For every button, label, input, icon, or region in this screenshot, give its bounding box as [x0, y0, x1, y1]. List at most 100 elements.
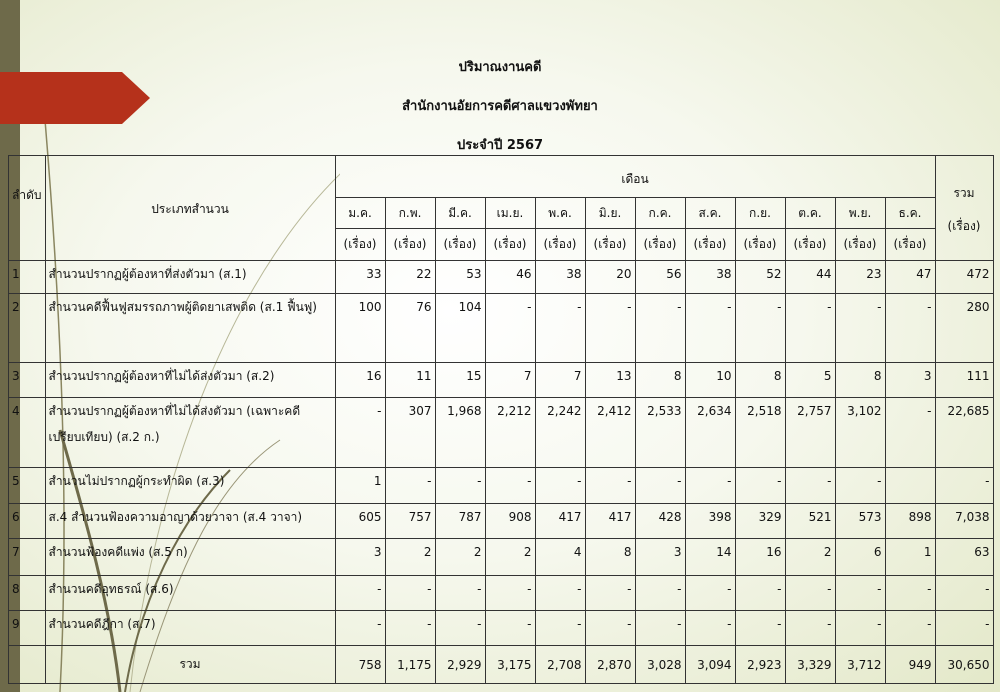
- title-year: ประจำปี 2567: [456, 138, 544, 153]
- row-value: -: [684, 293, 736, 363]
- row-value: 7: [484, 362, 536, 398]
- row-value: 14: [684, 538, 736, 576]
- row-value: -: [534, 610, 586, 646]
- row-index: 5: [8, 467, 46, 504]
- row-value: 2,757: [784, 397, 836, 468]
- row-value: 8: [584, 538, 636, 576]
- row-value: -: [434, 575, 486, 611]
- row-value: -: [334, 610, 386, 646]
- row-index: 3: [8, 362, 46, 398]
- row-total: 111: [934, 362, 994, 398]
- row-value: 100: [334, 293, 386, 363]
- row-value: 8: [734, 362, 786, 398]
- row-value: 3: [634, 538, 686, 576]
- sum-value: 3,712: [834, 645, 886, 684]
- caseload-table: ลำดับ ประเภทสำนวน เดือน รวม (เรื่อง) ม.ค.…: [8, 155, 994, 684]
- row-value: -: [484, 575, 536, 611]
- row-value: -: [434, 467, 486, 504]
- row-value: 329: [734, 503, 786, 539]
- row-label: สำนวนฟ้องคดีแพ่ง (ส.5 ก): [44, 538, 336, 576]
- sum-index: [8, 645, 46, 684]
- row-total: -: [934, 575, 994, 611]
- header-unit: (เรื่อง): [684, 228, 736, 261]
- header-month: ม.ค.: [334, 197, 386, 229]
- row-value: 573: [834, 503, 886, 539]
- row-value: 10: [684, 362, 736, 398]
- row-value: 2: [434, 538, 486, 576]
- row-total: 63: [934, 538, 994, 576]
- row-value: 3,102: [834, 397, 886, 468]
- header-unit: (เรื่อง): [584, 228, 636, 261]
- row-value: -: [534, 467, 586, 504]
- row-value: 16: [734, 538, 786, 576]
- sum-value: 2,870: [584, 645, 636, 684]
- header-unit: (เรื่อง): [634, 228, 686, 261]
- row-index: 9: [8, 610, 46, 646]
- row-value: -: [784, 575, 836, 611]
- header-month: ก.พ.: [384, 197, 436, 229]
- header-unit: (เรื่อง): [484, 228, 536, 261]
- sum-value: 3,175: [484, 645, 536, 684]
- header-index: ลำดับ: [8, 155, 46, 261]
- row-value: -: [334, 575, 386, 611]
- row-value: 605: [334, 503, 386, 539]
- row-value: 1: [884, 538, 936, 576]
- row-value: -: [734, 610, 786, 646]
- row-value: 6: [834, 538, 886, 576]
- row-value: -: [534, 293, 586, 363]
- row-value: -: [834, 293, 886, 363]
- row-value: 4: [534, 538, 586, 576]
- row-value: -: [484, 467, 536, 504]
- row-value: -: [884, 293, 936, 363]
- header-month-group: เดือน: [334, 155, 936, 198]
- table-row: 5 สำนวนไม่ปรากฏผู้กระทำผิด (ส.3) 1- - - - - - - -…: [8, 467, 994, 504]
- sum-value: 1,175: [384, 645, 436, 684]
- row-total: -: [934, 467, 994, 504]
- row-value: -: [634, 467, 686, 504]
- row-value: 2,412: [584, 397, 636, 468]
- title-office: สำนักงานอัยการคดีศาลแขวงพัทยา: [402, 99, 598, 114]
- header-month: มี.ค.: [434, 197, 486, 229]
- red-arrow-shape: [0, 72, 150, 124]
- row-value: 33: [334, 260, 386, 294]
- header-month: ก.ค.: [634, 197, 686, 229]
- row-value: -: [384, 610, 436, 646]
- header-month: พ.ย.: [834, 197, 886, 229]
- header-month: ก.ย.: [734, 197, 786, 229]
- row-value: 2: [384, 538, 436, 576]
- row-value: -: [484, 293, 536, 363]
- row-value: -: [584, 467, 636, 504]
- row-label: สำนวนปรากฏผู้ต้องหาที่ส่งตัวมา (ส.1): [44, 260, 336, 294]
- row-value: 53: [434, 260, 486, 294]
- sum-value: 2,708: [534, 645, 586, 684]
- row-value: 2: [484, 538, 536, 576]
- header-unit: (เรื่อง): [434, 228, 486, 261]
- row-value: 56: [634, 260, 686, 294]
- row-value: 76: [384, 293, 436, 363]
- header-unit: (เรื่อง): [334, 228, 386, 261]
- header-month: ต.ค.: [784, 197, 836, 229]
- row-value: -: [634, 293, 686, 363]
- row-value: -: [784, 467, 836, 504]
- header-month: เม.ย.: [484, 197, 536, 229]
- row-index: 1: [8, 260, 46, 294]
- header-month: มิ.ย.: [584, 197, 636, 229]
- sum-value: 3,329: [784, 645, 836, 684]
- header-unit: (เรื่อง): [784, 228, 836, 261]
- header-month: ส.ค.: [684, 197, 736, 229]
- row-value: -: [684, 575, 736, 611]
- sum-value: 758: [334, 645, 386, 684]
- header-month: พ.ค.: [534, 197, 586, 229]
- row-value: -: [684, 610, 736, 646]
- row-value: 428: [634, 503, 686, 539]
- row-value: 8: [834, 362, 886, 398]
- row-index: 8: [8, 575, 46, 611]
- row-value: -: [784, 610, 836, 646]
- table-row: 7 สำนวนฟ้องคดีแพ่ง (ส.5 ก) 3 2 2 2 4 8 3 14 16 2 6 1 6…: [8, 538, 994, 576]
- row-value: -: [734, 575, 786, 611]
- row-label: สำนวนปรากฏผู้ต้องหาที่ไม่ได้ส่งตัวมา (เฉ…: [44, 397, 336, 468]
- sum-row: รวม 758 1,175 2,929 3,175 2,708 2,870 3,028 3,09…: [8, 645, 994, 684]
- row-value: 20: [584, 260, 636, 294]
- header-month: ธ.ค.: [884, 197, 936, 229]
- row-value: -: [334, 397, 386, 468]
